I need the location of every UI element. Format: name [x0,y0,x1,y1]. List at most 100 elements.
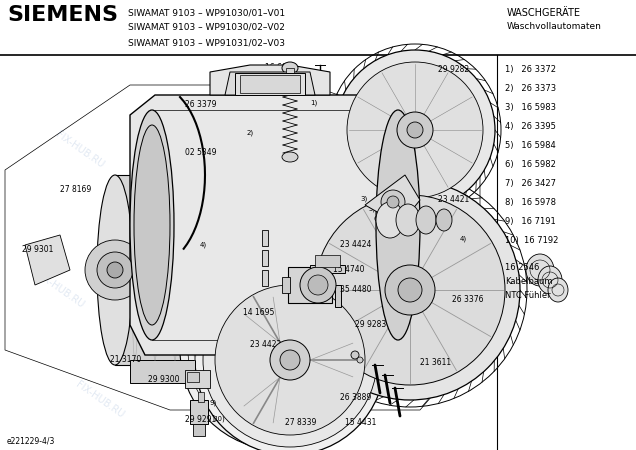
Ellipse shape [436,209,452,231]
Circle shape [398,278,422,302]
Text: 16 2546: 16 2546 [505,263,539,272]
Circle shape [351,351,359,359]
Text: 5)   16 5984: 5) 16 5984 [505,141,556,150]
Text: 26 3379: 26 3379 [185,100,216,109]
Ellipse shape [538,266,562,294]
Bar [190,400,208,424]
Text: 2): 2) [256,88,263,94]
Circle shape [387,196,399,208]
Text: 3)   16 5983: 3) 16 5983 [505,103,556,112]
Ellipse shape [416,206,436,234]
Bar [282,277,290,293]
Text: 26 3889: 26 3889 [340,393,371,402]
Circle shape [280,350,300,370]
Bar [198,392,204,402]
Text: 29 9301: 29 9301 [22,245,53,254]
Text: 35 4480: 35 4480 [340,285,371,294]
Circle shape [407,122,423,138]
Ellipse shape [526,254,554,286]
Bar [310,265,345,273]
Text: FIX-HUB.RU: FIX-HUB.RU [374,330,426,370]
Bar [187,372,199,382]
Text: SIWAMAT 9103 – WP91030/02–V02: SIWAMAT 9103 – WP91030/02–V02 [128,23,285,32]
Circle shape [397,112,433,148]
Circle shape [97,252,133,288]
Text: 9)   16 7191: 9) 16 7191 [505,217,556,226]
Bar [262,250,268,266]
Circle shape [300,180,520,400]
Ellipse shape [548,278,568,302]
Ellipse shape [134,125,170,325]
Polygon shape [115,175,210,365]
Text: 6): 6) [390,275,398,282]
Polygon shape [25,235,70,285]
Text: 27 8339: 27 8339 [285,418,316,427]
Polygon shape [365,175,420,225]
Bar [315,255,340,267]
Text: 4)   26 3395: 4) 26 3395 [505,122,556,131]
Polygon shape [210,65,330,95]
Circle shape [270,340,310,380]
Bar [288,267,332,303]
Bar [193,424,205,436]
Text: WASCHGERÄTE: WASCHGERÄTE [507,8,581,18]
Text: 2)   26 3373: 2) 26 3373 [505,84,556,93]
Ellipse shape [192,175,228,365]
Text: 9): 9) [210,400,218,406]
Ellipse shape [376,202,404,238]
Text: e221229-4/3: e221229-4/3 [7,437,55,446]
Circle shape [195,265,385,450]
Text: 23 4424: 23 4424 [340,240,371,249]
Text: 8): 8) [388,295,395,302]
Bar [185,370,210,388]
Bar [286,68,294,73]
Text: Waschvollautomaten: Waschvollautomaten [507,22,602,31]
Circle shape [381,190,405,214]
Text: 5): 5) [395,265,402,271]
Text: FIX-HUB.RU: FIX-HUB.RU [194,100,246,140]
Text: FIX-HUB.RU: FIX-HUB.RU [234,360,286,400]
Ellipse shape [282,152,298,162]
Text: FIX-HUB.RU: FIX-HUB.RU [54,130,106,170]
Text: 3): 3) [360,195,367,202]
Text: NTC Fühler: NTC Fühler [505,291,551,300]
Polygon shape [130,360,195,383]
Text: 2): 2) [247,130,254,136]
Text: Set: Set [393,260,406,269]
Text: 4): 4) [460,235,467,242]
Text: SIWAMAT 9103 – WP91031/02–V03: SIWAMAT 9103 – WP91031/02–V03 [128,38,285,47]
Text: 6)   16 5982: 6) 16 5982 [505,160,556,169]
Text: 26 3376: 26 3376 [452,295,483,304]
Text: 27 8169: 27 8169 [60,185,91,194]
Text: SIEMENS: SIEMENS [7,5,118,25]
Text: 16 5974: 16 5974 [388,248,420,257]
Text: 7): 7) [380,225,387,231]
Text: 10)  16 7192: 10) 16 7192 [505,236,558,245]
Text: 29 9300: 29 9300 [148,375,179,384]
Circle shape [308,275,328,295]
Text: Kabelbaum: Kabelbaum [505,277,553,286]
Ellipse shape [97,175,133,365]
Text: FIX-HUB.RU: FIX-HUB.RU [404,160,456,200]
Ellipse shape [396,204,420,236]
Text: 5): 5) [368,205,375,212]
Text: 21 3611: 21 3611 [420,358,451,367]
Text: 21 3170: 21 3170 [110,355,141,364]
Text: 02 5349: 02 5349 [185,148,216,157]
Text: 15 4740: 15 4740 [333,265,364,274]
Ellipse shape [130,110,174,340]
Text: 8)   16 5978: 8) 16 5978 [505,198,556,207]
Text: 7)   26 3427: 7) 26 3427 [505,179,556,188]
Text: 1)   26 3372: 1) 26 3372 [505,65,556,74]
Text: 23 4422: 23 4422 [250,340,281,349]
Text: FIX-HUB.RU: FIX-HUB.RU [314,240,366,280]
Circle shape [357,357,363,363]
Text: 8): 8) [383,235,391,242]
Text: FIX-HUB.RU: FIX-HUB.RU [74,380,126,420]
Text: 1): 1) [310,100,317,107]
Bar [235,73,305,95]
Text: FIX-HUB.RU: FIX-HUB.RU [344,90,396,130]
Ellipse shape [376,110,420,340]
Text: 4): 4) [200,242,207,248]
Circle shape [180,250,380,450]
